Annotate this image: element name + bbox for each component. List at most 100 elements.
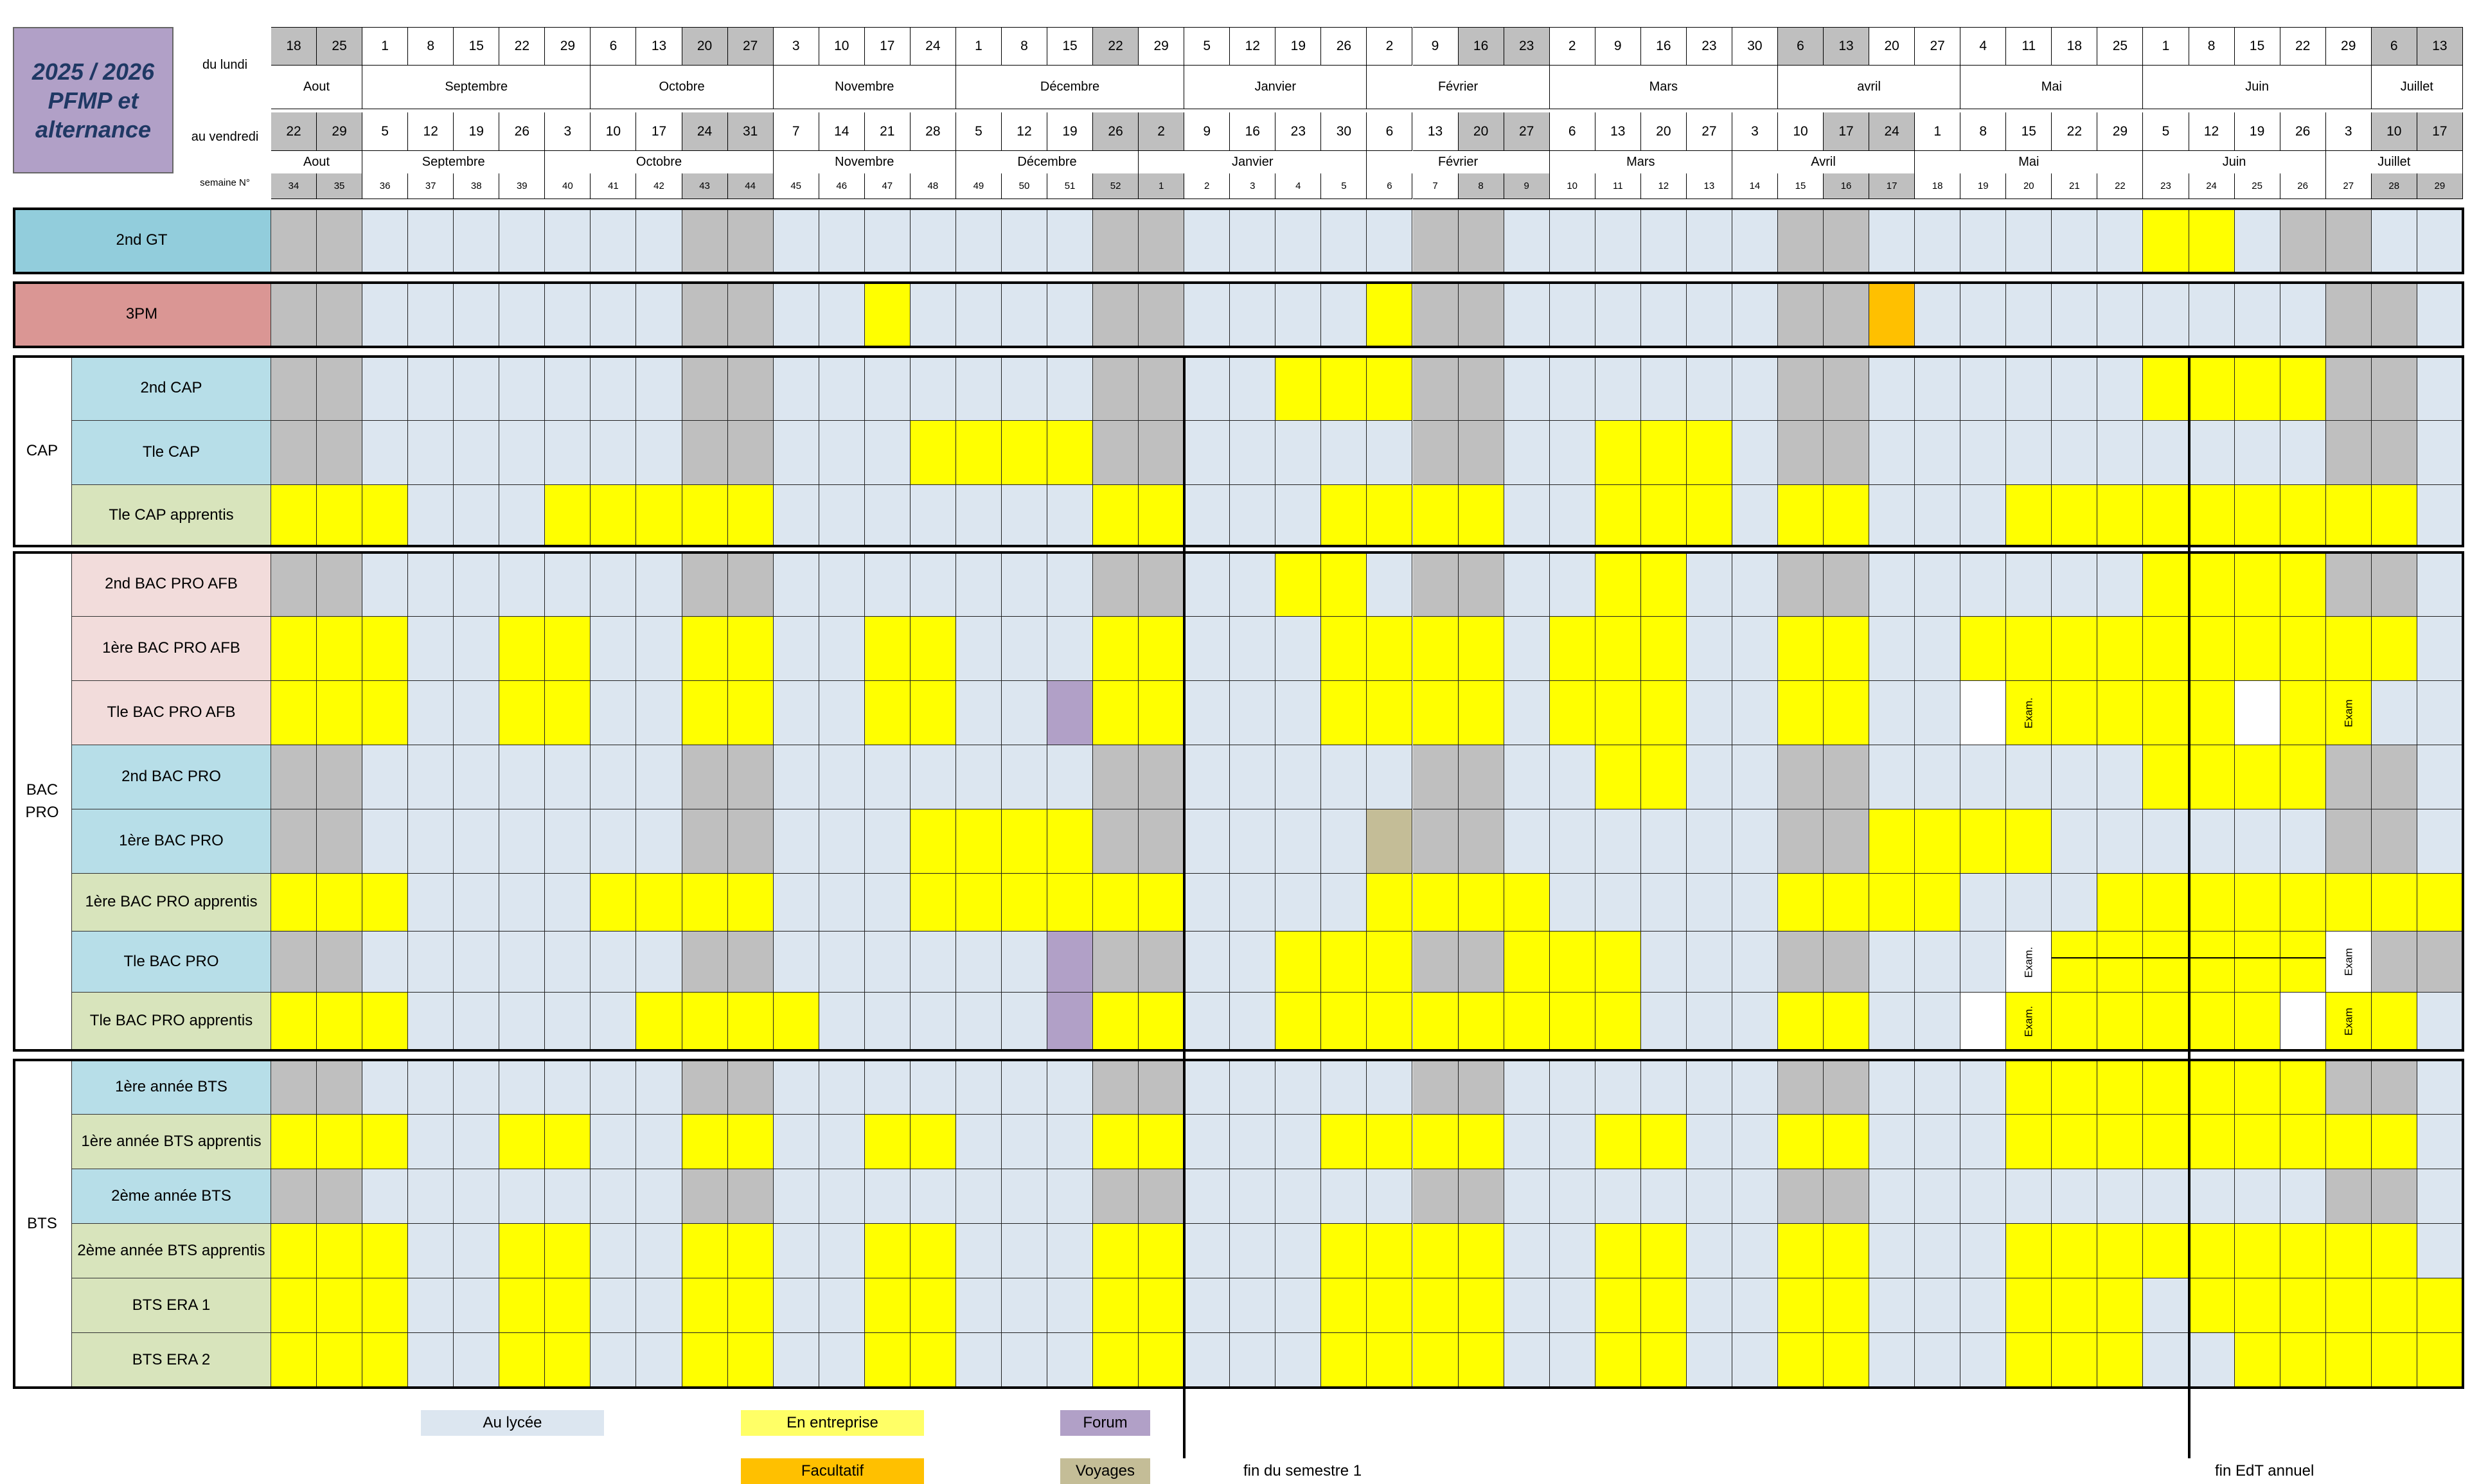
week-cell [1412,1333,1459,1388]
week-cell [1777,809,1824,874]
week-cell [2325,745,2372,809]
week-cell [1504,1060,1550,1115]
week-cell [2189,485,2235,546]
row-label: BTS ERA 2 [72,1333,271,1388]
week-cell [1824,357,1870,421]
week-cell [1321,1333,1367,1388]
week-cell [1595,617,1641,681]
week-cell [317,1224,363,1278]
week-cell [819,485,865,546]
title-year: 2025 / 2026 [31,58,155,85]
week-cell [2371,552,2417,617]
week-cell [591,1224,637,1278]
week-cell [2325,1060,2372,1115]
week-cell [1915,1169,1961,1224]
week-cell [636,745,682,809]
week-cell [1640,681,1687,745]
week-cell [1139,552,1185,617]
week-cell [1549,932,1595,993]
week-cell [1230,283,1276,347]
week-cell [1047,1278,1094,1333]
week-cell [1184,745,1231,809]
week-cell [1732,809,1778,874]
week-cell [1139,1115,1185,1169]
week-cell [1777,1115,1824,1169]
week-cell [727,552,774,617]
week-cell [2052,617,2098,681]
week-cell [1640,485,1687,546]
week-cell [1367,1060,1413,1115]
week-cell [2143,1333,2189,1388]
row-label: 2nd CAP [72,357,271,421]
week-cell [773,874,819,932]
week-number: 39 [499,173,546,199]
week-cell [1504,1115,1550,1169]
week-cell [591,485,637,546]
week-cell [2234,1333,2280,1388]
week-cell [682,1278,728,1333]
week-cell [682,681,728,745]
week-cell [1960,932,2007,993]
week-cell [1960,552,2007,617]
monday-date: 13 [2417,27,2463,66]
week-cell [362,209,409,273]
week-cell [1824,809,1870,874]
week-cell [682,932,728,993]
friday-date: 16 [1230,112,1276,151]
week-cell [727,1333,774,1388]
week-cell [1732,745,1778,809]
week-cell [2052,283,2098,347]
week-cell [1367,1169,1413,1224]
monday-date: 25 [317,27,363,66]
week-cell [2189,1115,2235,1169]
week-cell [2006,283,2052,347]
week-cell [682,745,728,809]
week-number: 37 [408,173,454,199]
week-cell [408,874,454,932]
week-cell [1139,1060,1185,1115]
week-cell [499,1169,546,1224]
week-cell [408,357,454,421]
week-cell [1139,932,1185,993]
friday-date: 21 [864,112,911,151]
week-cell [1595,1060,1641,1115]
week-cell [1001,552,1047,617]
exam-marker: Exam [2342,948,2355,976]
week-cell [499,1115,546,1169]
week-cell [1640,745,1687,809]
week-cell [1458,745,1504,809]
week-cell [727,485,774,546]
week-cell [591,209,637,273]
week-cell [2417,552,2463,617]
week-cell [271,1333,317,1388]
week-cell [1093,1333,1139,1388]
week-cell [773,932,819,993]
week-cell [2052,681,2098,745]
week-cell [1412,932,1459,993]
friday-date: 6 [1549,112,1595,151]
monday-date: 9 [1595,27,1641,66]
week-cell [1869,993,1915,1050]
week-cell [1869,874,1915,932]
week-cell [2097,617,2144,681]
week-cell [1915,932,1961,993]
week-cell [1504,421,1550,485]
week-cell [955,1224,1002,1278]
week-cell [773,1224,819,1278]
week-cell [454,1060,500,1115]
week-cell [2189,617,2235,681]
week-cell [545,209,591,273]
month-label-top: Juillet [2371,66,2463,109]
week-cell [362,421,409,485]
week-cell [1458,209,1504,273]
week-cell [1001,1060,1047,1115]
week-cell [1960,681,2007,745]
week-cell [1869,1333,1915,1388]
monday-date: 15 [2234,27,2280,66]
week-cell [2371,1169,2417,1224]
week-cell [864,1333,911,1388]
week-cell [2417,993,2463,1050]
week-cell [1093,745,1139,809]
week-cell [1595,681,1641,745]
week-cell [2280,485,2326,546]
